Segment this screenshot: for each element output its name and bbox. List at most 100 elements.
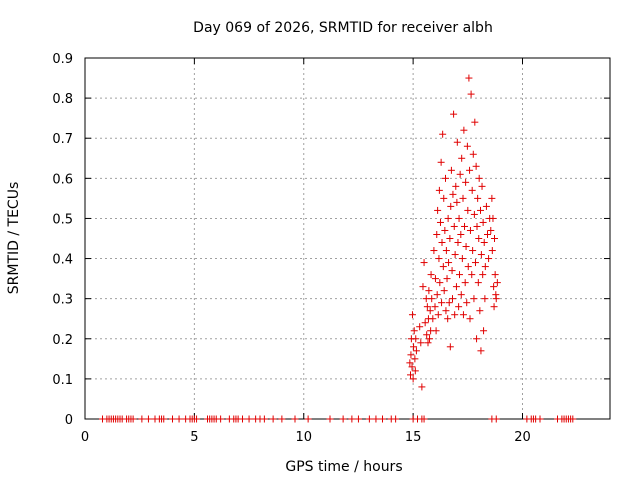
- data-point: [449, 295, 456, 303]
- data-point: [417, 339, 425, 347]
- data-point: [426, 335, 434, 343]
- data-point: [431, 275, 439, 283]
- y-tick-label: 0.4: [52, 253, 73, 268]
- data-point: [443, 275, 451, 283]
- data-point: [439, 263, 447, 271]
- data-point: [480, 327, 488, 335]
- data-point: [461, 222, 469, 230]
- data-point: [446, 343, 454, 351]
- data-point: [408, 363, 416, 371]
- x-axis-label: GPS time / hours: [285, 459, 402, 475]
- data-point: [446, 235, 454, 242]
- data-point: [463, 142, 471, 150]
- data-point: [459, 311, 467, 319]
- data-point: [438, 299, 446, 307]
- data-point: [482, 202, 490, 210]
- data-point: [471, 118, 479, 126]
- data-point: [432, 327, 440, 335]
- x-tick-label: 20: [514, 430, 531, 445]
- data-point: [423, 303, 431, 311]
- data-point: [435, 255, 443, 263]
- data-point: [462, 178, 470, 186]
- data-point: [469, 247, 477, 255]
- plot-frame: [84, 57, 611, 420]
- data-point: [423, 331, 431, 339]
- data-point: [473, 222, 481, 230]
- data-point: [431, 303, 439, 311]
- y-tick-label: 0: [65, 413, 73, 428]
- data-point: [452, 283, 460, 291]
- data-point: [412, 335, 420, 343]
- data-point: [470, 210, 478, 218]
- data-point: [476, 307, 484, 315]
- grid: [85, 58, 610, 419]
- data-point: [451, 251, 459, 259]
- data-point: [427, 271, 435, 279]
- data-point: [468, 271, 476, 279]
- data-point: [379, 415, 386, 423]
- data-point: [493, 279, 501, 287]
- data-point: [419, 283, 427, 291]
- data-point: [467, 90, 475, 98]
- data-point: [436, 279, 444, 287]
- data-point: [487, 226, 495, 234]
- data-point: [420, 415, 428, 423]
- data-point: [409, 375, 417, 383]
- data-point: [429, 315, 437, 323]
- data-point: [440, 194, 448, 202]
- data-point: [411, 355, 419, 363]
- data-point: [488, 247, 496, 255]
- data-point: [441, 226, 449, 234]
- data-point: [472, 162, 480, 170]
- data-point: [408, 311, 416, 319]
- data-point: [430, 247, 438, 255]
- data-point: [435, 186, 443, 194]
- data-point: [407, 351, 415, 359]
- data-point: [488, 194, 496, 202]
- data-point: [480, 239, 488, 247]
- data-point: [442, 174, 449, 182]
- y-axis-label: SRMTID / TECUs: [6, 182, 22, 295]
- data-point: [475, 174, 483, 182]
- data-point: [365, 415, 373, 423]
- data-point: [442, 247, 450, 255]
- data-point: [456, 271, 463, 279]
- data-point: [454, 239, 462, 247]
- data-points: [99, 74, 577, 423]
- data-point: [278, 415, 286, 423]
- data-point: [491, 271, 499, 279]
- data-point: [129, 415, 137, 423]
- data-point: [490, 283, 498, 291]
- y-tick-label: 0.5: [52, 212, 73, 227]
- y-tick-label: 0.8: [52, 92, 73, 107]
- data-point: [492, 415, 500, 423]
- data-point: [239, 415, 246, 423]
- x-tick-label: 15: [405, 430, 422, 445]
- y-tick-label: 0.9: [52, 52, 73, 67]
- data-point: [438, 239, 446, 247]
- y-tick-label: 0.2: [52, 333, 73, 348]
- chart-title: Day 069 of 2026, SRMTID for receiver alb…: [193, 20, 493, 36]
- data-point: [456, 170, 464, 178]
- data-point: [424, 339, 432, 347]
- data-point: [169, 415, 176, 423]
- x-tick-label: 5: [190, 430, 198, 445]
- data-point: [418, 383, 426, 391]
- data-point: [348, 415, 356, 423]
- data-point: [407, 371, 414, 379]
- data-point: [490, 303, 498, 311]
- data-point: [425, 287, 433, 295]
- data-point: [455, 303, 463, 311]
- data-point: [175, 415, 183, 423]
- data-point: [536, 415, 544, 423]
- data-point: [473, 335, 481, 343]
- data-point: [458, 255, 466, 263]
- data-point: [469, 150, 477, 158]
- data-point: [453, 198, 461, 206]
- data-point: [372, 415, 380, 423]
- data-point: [412, 347, 420, 355]
- data-point: [489, 214, 497, 222]
- data-point: [436, 218, 444, 226]
- data-point: [260, 415, 268, 423]
- data-point: [491, 235, 498, 242]
